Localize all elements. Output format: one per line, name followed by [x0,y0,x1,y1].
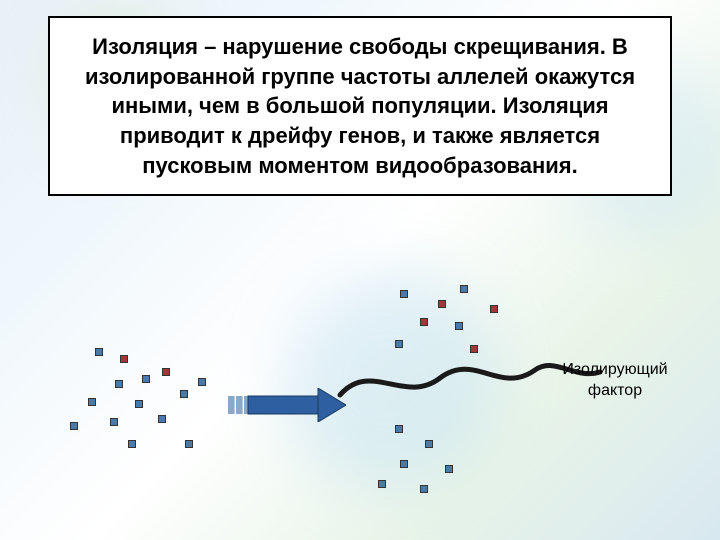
population-dot [70,422,78,430]
population-dot [180,390,188,398]
population-dot [395,340,403,348]
barrier-label-line1: Изолирующий [562,361,667,378]
population-dot [162,368,170,376]
population-dot [445,465,453,473]
population-dot [490,305,498,313]
population-dot [135,400,143,408]
population-dot [420,485,428,493]
bg-blur-2 [280,270,500,490]
population-dot [115,380,123,388]
population-dot [378,480,386,488]
population-dot [400,290,408,298]
population-dot [198,378,206,386]
population-dot [420,318,428,326]
population-dot [470,345,478,353]
population-dot [158,415,166,423]
population-dot [438,300,446,308]
barrier-label: Изолирующий фактор [540,360,690,402]
definition-text: Изоляция – нарушение свободы скрещивания… [80,32,640,180]
population-dot [455,322,463,330]
definition-box: Изоляция – нарушение свободы скрещивания… [48,16,672,196]
population-dot [425,440,433,448]
population-dot [128,440,136,448]
population-dot [395,425,403,433]
population-dot [88,398,96,406]
population-dot [95,348,103,356]
population-dot [460,285,468,293]
population-dot [400,460,408,468]
barrier-label-line2: фактор [588,382,642,399]
population-dot [120,355,128,363]
population-dot [185,440,193,448]
population-dot [110,418,118,426]
migration-arrow [228,388,346,427]
population-dot [142,375,150,383]
